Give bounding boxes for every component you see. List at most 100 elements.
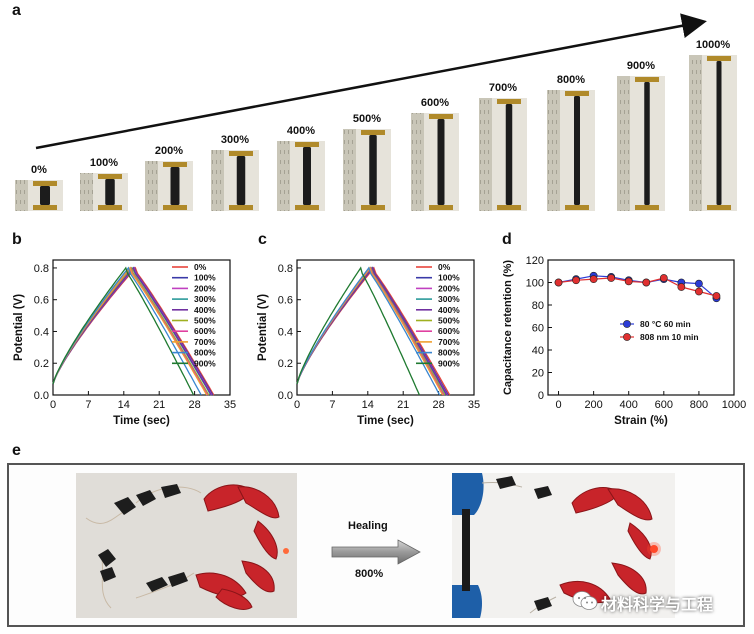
y-tick-label: 0.8 bbox=[34, 263, 49, 275]
x-tick-label: 0 bbox=[50, 399, 56, 411]
y-tick-label: 120 bbox=[526, 255, 544, 267]
legend-label: 600% bbox=[194, 326, 216, 336]
series-line-900pct bbox=[52, 266, 195, 396]
x-axis-label: Strain (%) bbox=[614, 415, 668, 427]
legend-label: 500% bbox=[438, 316, 460, 326]
y-tick-label: 80 bbox=[532, 300, 544, 312]
legend-label: 0% bbox=[438, 262, 451, 272]
legend-label: 100% bbox=[194, 273, 216, 283]
series-line-800pct bbox=[296, 266, 441, 396]
x-tick-label: 14 bbox=[362, 399, 374, 411]
strain-label: 800% bbox=[557, 74, 585, 86]
strain-arrow bbox=[35, 13, 707, 150]
legend-label: 400% bbox=[438, 305, 460, 315]
legend-label: 600% bbox=[438, 326, 460, 336]
x-axis-label: Time (sec) bbox=[357, 415, 414, 427]
panel-label-a: a bbox=[12, 2, 21, 19]
y-tick-label: 0.4 bbox=[278, 326, 293, 338]
x-tick-label: 14 bbox=[118, 399, 130, 411]
series-line-900pct bbox=[296, 266, 420, 396]
y-tick-label: 0.4 bbox=[34, 326, 49, 338]
strain-photo-400pct: 400% bbox=[277, 125, 325, 211]
x-tick-label: 35 bbox=[224, 399, 236, 411]
strain-800-label: 800% bbox=[355, 568, 384, 580]
data-point bbox=[572, 276, 580, 285]
legend-label: 300% bbox=[194, 294, 216, 304]
legend-label: 400% bbox=[194, 305, 216, 315]
y-tick-label: 60 bbox=[532, 323, 544, 335]
strain-photo-800pct: 800% bbox=[547, 74, 595, 211]
strain-label: 0% bbox=[31, 164, 47, 176]
x-tick-label: 800 bbox=[690, 399, 708, 411]
healing-label: Healing bbox=[348, 520, 388, 532]
legend-label: 200% bbox=[194, 283, 216, 293]
x-tick-label: 7 bbox=[329, 399, 335, 411]
panel-label-d: d bbox=[502, 231, 512, 248]
strain-label: 300% bbox=[221, 134, 249, 146]
strain-label: 100% bbox=[90, 157, 118, 169]
legend-label: 700% bbox=[438, 337, 460, 347]
y-tick-label: 0.6 bbox=[34, 295, 49, 307]
data-point bbox=[695, 287, 703, 296]
strain-photo-200pct: 200% bbox=[145, 145, 193, 211]
data-point bbox=[659, 274, 668, 282]
y-axis-label: Potential (V) bbox=[257, 294, 269, 361]
chart-b: 0 7 14 21 28 35 0.0 0.2 0.4 0.6 0.8 Time (sec) Poten… bbox=[13, 259, 236, 427]
plot-frame bbox=[52, 259, 231, 396]
data-point bbox=[712, 292, 721, 300]
series-line-0pct bbox=[52, 266, 215, 396]
strain-label: 900% bbox=[627, 60, 655, 72]
x-axis-label: Time (sec) bbox=[113, 415, 170, 427]
strain-photo-700pct: 700% bbox=[479, 82, 527, 211]
y-axis-label: Capacitance retention (%) bbox=[502, 260, 514, 395]
strain-label: 1000% bbox=[696, 39, 730, 51]
strain-label: 200% bbox=[155, 145, 183, 157]
legend-label: 800% bbox=[438, 348, 460, 358]
healing-arrow bbox=[331, 539, 421, 565]
legend-swatch-marker bbox=[623, 320, 631, 328]
strain-photo-900pct: 900% bbox=[617, 60, 665, 211]
legend-swatch-marker bbox=[623, 333, 631, 341]
y-tick-label: 0.6 bbox=[278, 295, 293, 307]
strain-label: 400% bbox=[287, 125, 315, 137]
y-tick-label: 40 bbox=[532, 345, 544, 357]
data-point bbox=[642, 278, 651, 287]
legend-label: 800% bbox=[194, 348, 216, 358]
series-line-1 bbox=[558, 277, 717, 297]
x-tick-label: 400 bbox=[620, 399, 638, 411]
y-tick-label: 0.8 bbox=[278, 263, 293, 275]
panel-label-e: e bbox=[12, 442, 21, 459]
panel-a-strain-sequence: 0% 100% 200% 300% 400% 500% 600% 700% 800% 900% 10… bbox=[15, 13, 737, 211]
data-point bbox=[677, 283, 686, 291]
x-tick-label: 28 bbox=[188, 399, 200, 411]
legend-label: 200% bbox=[438, 283, 460, 293]
legend-label: 900% bbox=[194, 358, 216, 368]
strain-photo-100pct: 100% bbox=[80, 157, 128, 211]
legend-label: 0% bbox=[194, 262, 207, 272]
strain-label: 500% bbox=[353, 113, 381, 125]
legend-label: 300% bbox=[438, 294, 460, 304]
watermark-text: 材料科学与工程 bbox=[601, 597, 714, 614]
strain-photo-1000pct: 1000% bbox=[689, 39, 737, 211]
chart-d: 0 200 400 600 800 1000 0 20 40 60 80 100 120 Strain (… bbox=[502, 255, 746, 427]
data-point bbox=[695, 279, 703, 288]
legend-label: 808 nm 10 min bbox=[640, 332, 699, 342]
strain-photo-300pct: 300% bbox=[211, 134, 259, 211]
y-tick-label: 0.0 bbox=[278, 390, 293, 402]
data-point bbox=[589, 275, 598, 284]
legend-label: 500% bbox=[194, 316, 216, 326]
x-tick-label: 7 bbox=[85, 399, 91, 411]
legend-label: 100% bbox=[438, 273, 460, 283]
y-tick-label: 20 bbox=[532, 368, 544, 380]
strain-label: 600% bbox=[421, 97, 449, 109]
series-line-0 bbox=[558, 275, 717, 299]
x-tick-label: 200 bbox=[584, 399, 602, 411]
y-tick-label: 0.2 bbox=[278, 358, 293, 370]
x-tick-label: 35 bbox=[468, 399, 480, 411]
legend-label: 80 °C 60 min bbox=[640, 319, 691, 329]
circuit-photo-before bbox=[76, 473, 297, 618]
series-line-800pct bbox=[52, 266, 202, 396]
y-tick-label: 0.0 bbox=[34, 390, 49, 402]
x-tick-label: 0 bbox=[294, 399, 300, 411]
x-tick-label: 600 bbox=[655, 399, 673, 411]
